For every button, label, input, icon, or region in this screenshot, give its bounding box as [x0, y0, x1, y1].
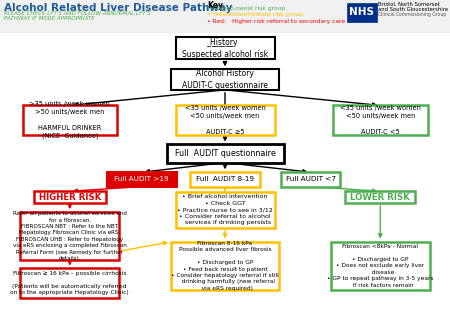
- FancyBboxPatch shape: [20, 212, 119, 260]
- Text: ̲H̲i̲s̲t̲o̲r̲y
Suspected alcohol risk: ̲H̲i̲s̲t̲o̲r̲y Suspected alcohol risk: [182, 38, 268, 59]
- FancyBboxPatch shape: [34, 191, 106, 203]
- FancyBboxPatch shape: [281, 172, 340, 187]
- FancyBboxPatch shape: [331, 241, 430, 290]
- FancyBboxPatch shape: [107, 172, 176, 187]
- Text: Fibroscan ≥ 16 kPa – possible cirrhosis

(Patients will be automatically referre: Fibroscan ≥ 16 kPa – possible cirrhosis …: [10, 271, 129, 295]
- FancyBboxPatch shape: [171, 70, 279, 90]
- Text: Lowest risk group: Lowest risk group: [232, 6, 285, 11]
- Text: Full AUDIT <7: Full AUDIT <7: [285, 176, 336, 183]
- Text: • Yellow:: • Yellow:: [207, 12, 233, 17]
- FancyBboxPatch shape: [176, 192, 274, 228]
- Text: LOWER RISK: LOWER RISK: [350, 193, 410, 202]
- Text: NHS: NHS: [349, 7, 374, 17]
- Text: Alcohol History
AUDIT-C questionnaire: Alcohol History AUDIT-C questionnaire: [182, 69, 268, 90]
- Text: and South Gloucestershire: and South Gloucestershire: [378, 7, 448, 12]
- FancyBboxPatch shape: [20, 268, 119, 298]
- Text: Bristol, North Somerset: Bristol, North Somerset: [378, 2, 440, 7]
- FancyBboxPatch shape: [166, 144, 284, 163]
- Text: Full AUDIT >19: Full AUDIT >19: [114, 176, 169, 183]
- FancyBboxPatch shape: [333, 105, 428, 135]
- Text: PATHWAY IF MORE APPROPRIATE: PATHWAY IF MORE APPROPRIATE: [4, 16, 95, 21]
- Text: Clinical Commissioning Group: Clinical Commissioning Group: [378, 12, 446, 17]
- Text: PLEASE CHECK LFT'S AND FOLLOW ABNORMAL LFT'S: PLEASE CHECK LFT'S AND FOLLOW ABNORMAL L…: [4, 11, 151, 16]
- Text: • Green:: • Green:: [207, 6, 233, 11]
- Text: Alcohol Related Liver Disease Pathway: Alcohol Related Liver Disease Pathway: [4, 3, 233, 13]
- FancyBboxPatch shape: [190, 172, 260, 187]
- Text: HIGHER RISK: HIGHER RISK: [39, 193, 101, 202]
- Text: Full  AUDIT 8-19: Full AUDIT 8-19: [196, 176, 254, 183]
- Text: Full  AUDIT questionnaire: Full AUDIT questionnaire: [175, 149, 275, 158]
- Text: Fibroscan <8kPa - Normal

• Discharged to GP
• Does not exclude early liver
   d: Fibroscan <8kPa - Normal • Discharged to…: [327, 244, 433, 288]
- FancyBboxPatch shape: [176, 105, 274, 135]
- Text: <35 units /week women
<50 units/week men

AUDIT-C ≥5: <35 units /week women <50 units/week men…: [184, 105, 266, 135]
- Text: • Red:: • Red:: [207, 19, 226, 24]
- Text: >35 units /week women
>50 units/week men

HARMFUL DRINKER
(NICE  Guidance): >35 units /week women >50 units/week men…: [29, 101, 110, 139]
- Text: Higher risk referral to secondary care: Higher risk referral to secondary care: [232, 19, 345, 24]
- FancyBboxPatch shape: [346, 191, 415, 203]
- Text: • Brief alcohol intervention
• Check GGT
• Practice nurse to see in 3/12
• Consi: • Brief alcohol intervention • Check GGT…: [177, 194, 273, 225]
- FancyBboxPatch shape: [346, 3, 377, 22]
- Text: Key: Key: [207, 1, 223, 10]
- FancyBboxPatch shape: [171, 241, 279, 290]
- FancyBboxPatch shape: [0, 0, 450, 33]
- Text: Refer all patients to alcohol services and
for a fibroscan.
FIBROSCAN NBT : Refe: Refer all patients to alcohol services a…: [13, 211, 127, 261]
- Text: Intermediate risk group: Intermediate risk group: [232, 12, 303, 17]
- FancyBboxPatch shape: [176, 37, 274, 59]
- Text: <35 units /week women
<50 units/week men

AUDIT-C <5: <35 units /week women <50 units/week men…: [340, 105, 421, 135]
- Text: Fibroscan 8-16 kPa
Possible advanced liver fibrosis

• Discharged to GP
• Feed b: Fibroscan 8-16 kPa Possible advanced liv…: [171, 241, 279, 291]
- FancyBboxPatch shape: [22, 105, 117, 135]
